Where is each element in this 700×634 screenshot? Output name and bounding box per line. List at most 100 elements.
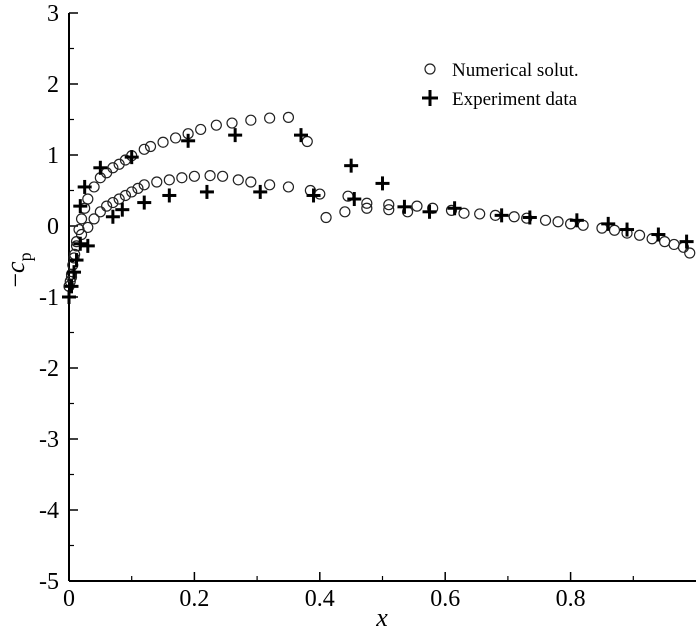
x-tick-label: 0.4 — [305, 586, 335, 612]
y-tick-label: 0 — [47, 214, 59, 240]
legend-marker-numerical — [424, 63, 436, 75]
numerical-point — [138, 179, 150, 191]
experiment-point — [62, 290, 76, 304]
numerical-point — [195, 123, 207, 136]
numerical-point — [176, 172, 188, 184]
numerical-point — [75, 213, 88, 225]
y-tick-label: -1 — [39, 285, 59, 311]
experiment-point — [105, 209, 120, 224]
y-axis-label-sub: p — [15, 252, 35, 261]
series-numerical — [63, 111, 696, 292]
y-tick-label: 2 — [47, 72, 59, 98]
numerical-point — [163, 174, 175, 186]
experiment-point — [199, 184, 214, 199]
experiment-point — [93, 160, 108, 175]
legend-marker-experiment — [422, 90, 438, 106]
experiment-point — [397, 199, 412, 214]
experiment-point — [306, 188, 321, 203]
experiment-point — [67, 265, 82, 280]
y-tick-label: -5 — [39, 569, 59, 595]
experiment-point — [115, 202, 130, 217]
legend-label-numerical: Numerical solut. — [452, 60, 579, 81]
experiment-point — [679, 234, 694, 249]
numerical-point — [82, 193, 94, 205]
numerical-point — [339, 206, 351, 218]
numerical-point — [264, 112, 276, 124]
legend-label-experiment: Experiment data — [452, 89, 578, 110]
experiment-point — [522, 210, 537, 225]
numerical-point — [361, 197, 373, 209]
x-tick-label: 0 — [63, 586, 75, 612]
axes — [68, 13, 696, 582]
experiment-point — [181, 133, 196, 148]
experiment-point — [620, 222, 635, 237]
numerical-point — [68, 252, 80, 264]
experiment-point — [137, 195, 152, 210]
numerical-point — [217, 170, 229, 182]
numerical-point — [82, 221, 94, 234]
y-axis-label-minus: − — [1, 273, 30, 288]
experiment-point — [253, 184, 268, 199]
experiment-point — [344, 158, 359, 173]
numerical-point — [245, 176, 257, 188]
numerical-point — [119, 189, 132, 202]
legend: Numerical solut. Experiment data — [422, 60, 579, 110]
numerical-point — [138, 143, 150, 155]
svg-text:−cp: −cp — [1, 252, 35, 287]
numerical-point — [204, 169, 216, 182]
experiment-point — [64, 279, 79, 294]
numerical-point — [383, 204, 395, 216]
numerical-point — [101, 200, 113, 212]
y-axis-label: −cp — [1, 252, 35, 287]
numerical-point — [264, 179, 276, 191]
numerical-point — [301, 135, 313, 148]
numerical-point — [188, 170, 200, 182]
y-tick-label: -3 — [39, 427, 59, 453]
experiment-point — [73, 236, 88, 251]
numerical-point — [608, 224, 621, 236]
x-tick-label: 0.2 — [179, 586, 209, 612]
numerical-point — [94, 206, 106, 218]
experiment-point — [375, 176, 390, 191]
numerical-point — [107, 196, 119, 209]
numerical-point — [445, 204, 458, 216]
experiment-point — [447, 201, 462, 216]
numerical-point — [320, 211, 332, 224]
numerical-point — [411, 200, 423, 212]
numerical-point — [659, 236, 671, 248]
numerical-point — [210, 119, 222, 131]
numerical-point — [169, 132, 182, 144]
numerical-point — [361, 202, 373, 214]
plot-area — [62, 111, 696, 304]
experiment-point — [651, 227, 666, 242]
experiment-point — [124, 150, 139, 165]
numerical-point — [539, 214, 552, 226]
experiment-point — [347, 192, 362, 207]
experiment-point — [569, 213, 584, 228]
numerical-point — [144, 140, 157, 153]
experiment-point — [293, 128, 308, 143]
experiment-point — [69, 253, 84, 268]
numerical-point — [383, 199, 395, 211]
y-tick-label: -2 — [39, 356, 59, 382]
numerical-point — [232, 174, 244, 186]
numerical-point — [552, 216, 564, 228]
numerical-point — [245, 114, 257, 126]
numerical-point — [126, 186, 138, 198]
experiment-point — [228, 128, 243, 143]
numerical-point — [668, 238, 680, 251]
y-tick-label: -4 — [39, 498, 59, 524]
y-tick-label: 3 — [47, 1, 59, 27]
experiment-point — [422, 204, 437, 219]
x-tick-label: 0.8 — [556, 586, 586, 612]
numerical-point — [88, 213, 100, 225]
experiment-point — [80, 238, 95, 253]
numerical-point — [282, 111, 295, 123]
experiment-point — [162, 188, 177, 203]
ticks: -5 -4 -3 -2 -1 0 1 2 3 0 0.2 0.4 0.6 0.8 — [39, 1, 634, 612]
numerical-point — [226, 117, 238, 129]
y-axis-label-base: c — [1, 261, 30, 273]
numerical-point — [132, 182, 144, 194]
numerical-point — [458, 207, 470, 219]
